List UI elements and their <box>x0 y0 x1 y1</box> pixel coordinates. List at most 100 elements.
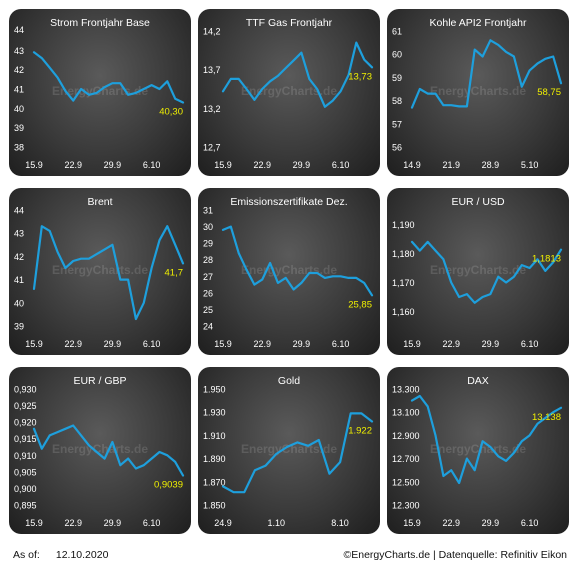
x-tick-label: 6.10 <box>143 518 161 528</box>
y-tick-label: 13,7 <box>203 65 221 75</box>
watermark-text: EnergyCharts.de <box>430 84 526 98</box>
chart-tile-ttf-gas: TTF Gas Frontjahr EnergyCharts.de 14,2 13,7… <box>198 9 380 176</box>
y-tick-label: 1,170 <box>392 278 415 288</box>
y-tick-label: 40 <box>14 104 24 114</box>
x-tick-label: 21.9 <box>442 160 460 170</box>
last-value-label: 13,73 <box>348 71 372 82</box>
last-value-label: 1.922 <box>348 425 372 436</box>
last-value-label: 41,7 <box>165 267 184 278</box>
y-tick-label: 61 <box>392 27 402 37</box>
x-tick-label: 15.9 <box>403 339 421 349</box>
chart-title: DAX <box>467 375 489 387</box>
y-tick-label: 1.890 <box>203 454 226 464</box>
x-tick-label: 6.10 <box>521 339 539 349</box>
series-line <box>221 412 374 494</box>
y-tick-label: 14,2 <box>203 27 221 37</box>
y-tick-label: 43 <box>14 229 24 239</box>
y-tick-label: 58 <box>392 96 402 106</box>
x-tick-label: 29.9 <box>482 339 500 349</box>
last-value-label: 58,75 <box>537 87 561 98</box>
y-tick-label: 57 <box>392 119 402 129</box>
y-tick-label: 43 <box>14 46 24 56</box>
series-line <box>410 394 563 485</box>
x-tick-label: 6.10 <box>332 339 350 349</box>
y-tick-label: 39 <box>14 322 24 332</box>
watermark-text: EnergyCharts.de <box>430 442 526 456</box>
y-tick-label: 41 <box>14 275 24 285</box>
y-tick-label: 44 <box>14 25 24 35</box>
y-tick-label: 59 <box>392 73 402 83</box>
y-tick-label: 12.900 <box>392 431 420 441</box>
x-tick-label: 6.10 <box>332 160 350 170</box>
y-tick-label: 38 <box>14 143 24 153</box>
y-tick-label: 39 <box>14 123 24 133</box>
last-value-label: 1,1813 <box>532 254 561 265</box>
chart-tile-dax: DAX EnergyCharts.de 13.300 13.100 12.900 12.7… <box>387 367 569 534</box>
y-tick-label: 24 <box>203 322 213 332</box>
y-tick-label: 44 <box>14 206 24 216</box>
y-tick-label: 40 <box>14 298 24 308</box>
chart-svg: Strom Frontjahr BaseEnergyCharts.de43424… <box>14 17 185 170</box>
y-tick-label: 31 <box>203 206 213 216</box>
x-tick-label: 29.9 <box>293 160 311 170</box>
y-tick-label: 1.870 <box>203 477 226 487</box>
x-tick-label: 24.9 <box>214 518 232 528</box>
chart-svg: Kohle API2 Frontjahr EnergyCharts.de 61 60 5… <box>392 17 563 170</box>
chart-title: EUR / USD <box>451 196 505 208</box>
y-tick-label: 0,905 <box>14 467 37 477</box>
chart-svg: DAX EnergyCharts.de 13.300 13.100 12.900 12.7… <box>392 375 563 528</box>
x-tick-label: 22.9 <box>442 339 460 349</box>
y-tick-label: 0,895 <box>14 501 37 511</box>
x-tick-label: 29.9 <box>482 518 500 528</box>
chart-title: Gold <box>278 375 300 387</box>
last-value-label: 13.138 <box>532 412 561 423</box>
y-tick-label: 0,915 <box>14 434 37 444</box>
y-tick-label: 0,910 <box>14 451 37 461</box>
chart-tile-kohle: Kohle API2 Frontjahr EnergyCharts.de 61 60 5… <box>387 9 569 176</box>
last-value-label: 40,30 <box>159 107 183 118</box>
chart-svg: Gold EnergyCharts.de 1.950 1.930 1.910 1.890 1… <box>203 375 374 528</box>
x-tick-label: 15.9 <box>214 160 232 170</box>
chart-tile-eur-gbp: EUR / GBP EnergyCharts.de 0,930 0,925 0,920 0… <box>9 367 191 534</box>
source-credit: ©EnergyCharts.de | Datenquelle: Refiniti… <box>343 549 568 561</box>
watermark-text: EnergyCharts.de <box>241 84 337 98</box>
y-tick-label: 12.300 <box>392 501 420 511</box>
series-line <box>221 41 374 108</box>
chart-title: Strom Frontjahr Base <box>50 17 150 29</box>
x-tick-label: 22.9 <box>253 160 271 170</box>
y-tick-label: 1.950 <box>203 385 226 395</box>
chart-title: Brent <box>87 196 112 208</box>
as-of-date: 12.10.2020 <box>55 549 109 561</box>
watermark-text: EnergyCharts.de <box>52 263 148 277</box>
x-tick-label: 6.10 <box>143 339 161 349</box>
chart-tile-strom: Strom Frontjahr Base EnergyCharts.de 43 42 4… <box>9 9 191 176</box>
chart-title: EUR / GBP <box>73 375 126 387</box>
chart-svg: EUR / USD EnergyCharts.de 1,190 1,180 1,170 1… <box>392 196 563 349</box>
chart-svg: EUR / GBP EnergyCharts.de 0,930 0,925 0,920 0… <box>14 375 185 528</box>
series-line <box>32 51 185 104</box>
chart-tile-eur-usd: EUR / USD EnergyCharts.de 1,190 1,180 1,170 1… <box>387 188 569 355</box>
y-tick-label: 12,7 <box>203 143 221 153</box>
series-line <box>32 424 185 477</box>
x-tick-label: 14.9 <box>403 160 421 170</box>
y-tick-label: 12.700 <box>392 454 420 464</box>
watermark-text: EnergyCharts.de <box>241 442 337 456</box>
x-tick-label: 15.9 <box>403 518 421 528</box>
y-tick-label: 42 <box>14 65 24 75</box>
last-value-label: 25,85 <box>348 299 372 310</box>
y-tick-label: 1,160 <box>392 307 415 317</box>
y-tick-label: 27 <box>203 272 213 282</box>
y-tick-label: 13.300 <box>392 385 420 395</box>
x-tick-label: 15.9 <box>214 339 232 349</box>
y-tick-label: 60 <box>392 50 402 60</box>
y-tick-label: 41 <box>14 85 24 95</box>
watermark-text: EnergyCharts.de <box>52 442 148 456</box>
x-tick-label: 15.9 <box>25 160 43 170</box>
y-tick-label: 12.500 <box>392 477 420 487</box>
series-line <box>221 225 374 297</box>
chart-title: TTF Gas Frontjahr <box>246 17 333 29</box>
x-tick-label: 28.9 <box>482 160 500 170</box>
y-tick-label: 1,180 <box>392 249 415 259</box>
x-tick-label: 6.10 <box>143 160 161 170</box>
